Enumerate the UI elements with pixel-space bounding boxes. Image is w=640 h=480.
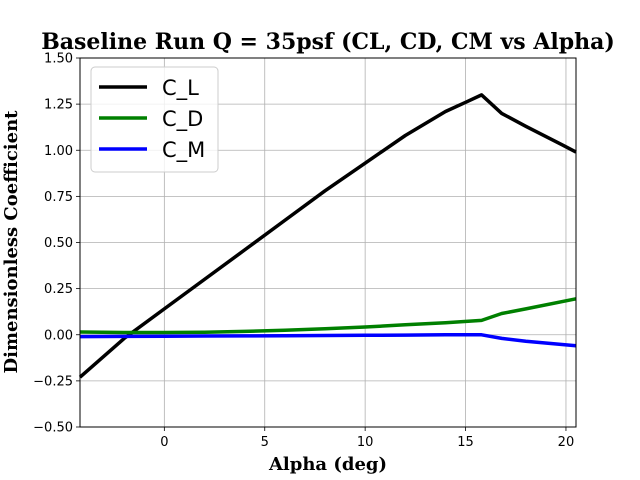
series-line-c-m	[79, 333, 577, 348]
chart-title: Baseline Run Q = 35psf (CL, CD, CM vs Al…	[41, 29, 615, 55]
y-tick-label: 0.25	[44, 282, 73, 297]
x-tick-label: 10	[357, 435, 374, 450]
legend-label-c-d: C_D	[162, 107, 203, 132]
legend-label-c-m: C_M	[162, 138, 205, 163]
axis-ticks: 0 5 10 15 20 −0.50 −0.25 0.00 0.25 0.50 0.75 1.00 1.…	[33, 52, 574, 451]
legend: C_L C_D C_M	[90, 66, 219, 173]
x-tick-label: 5	[261, 435, 269, 450]
y-tick-label: 0.50	[44, 236, 73, 251]
y-tick-label: −0.25	[33, 374, 73, 389]
x-tick-label: 0	[160, 435, 168, 450]
y-tick-label: 1.00	[44, 144, 73, 159]
series-line-c-l	[78, 93, 577, 379]
y-tick-label: 1.50	[44, 52, 73, 67]
legend-entries: C_L C_D C_M	[99, 76, 205, 163]
legend-label-c-l: C_L	[162, 76, 199, 101]
series-line-c-d	[79, 297, 577, 335]
legend-box	[90, 66, 219, 173]
y-tick-label: 0.75	[44, 190, 73, 205]
x-axis-label: Alpha (deg)	[268, 454, 387, 475]
y-tick-label: 1.25	[44, 98, 73, 113]
y-tick-label: −0.50	[33, 421, 73, 436]
y-axis-label: Dimensionless Coefficient	[1, 110, 22, 374]
y-tick-label: 0.00	[44, 328, 73, 343]
series-lines	[78, 93, 577, 379]
x-tick-label: 20	[558, 435, 575, 450]
x-tick-label: 15	[457, 435, 474, 450]
